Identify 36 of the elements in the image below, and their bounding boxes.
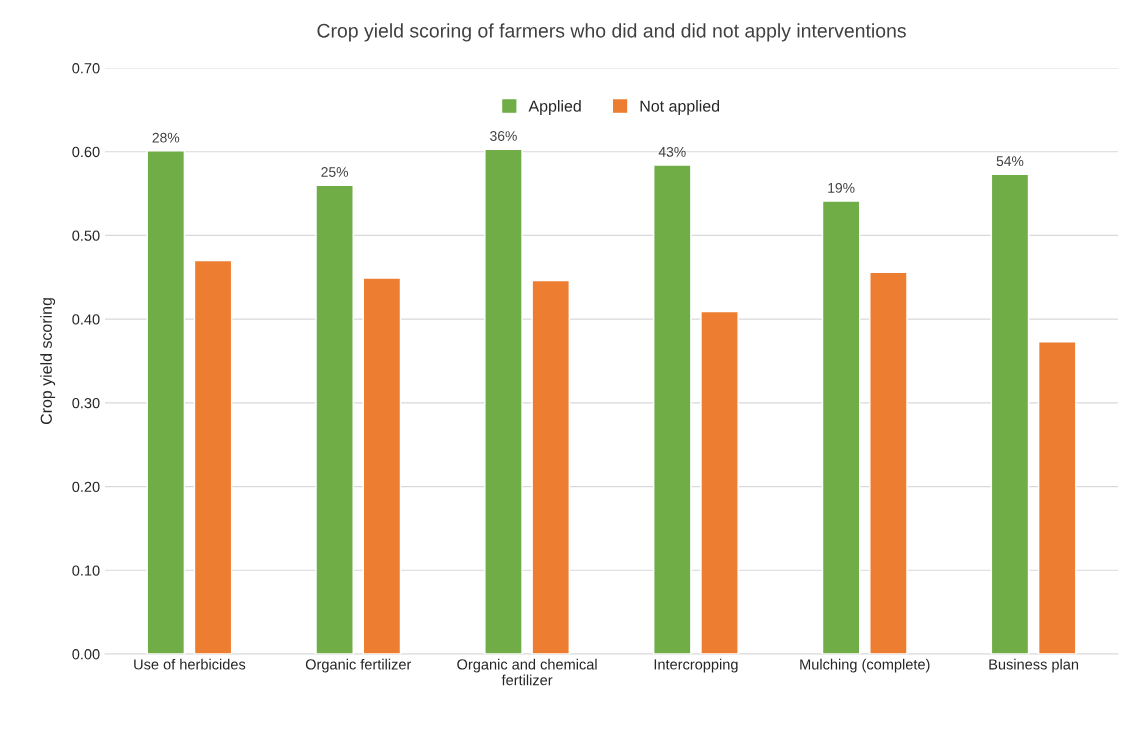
x-tick-label: Business plan <box>989 658 1079 673</box>
bar <box>821 200 861 654</box>
bar <box>193 259 233 654</box>
x-tick-label: Mulching (complete) <box>800 658 930 673</box>
y-tick-label: 0.40 <box>72 314 100 325</box>
y-tick-label: 0.70 <box>72 63 100 74</box>
y-tick-label: 0.20 <box>72 481 100 492</box>
bar <box>484 148 523 654</box>
y-axis-title: Crop yield scoring <box>40 298 56 425</box>
y-tick-label: 0.10 <box>72 565 100 576</box>
bar <box>362 277 402 654</box>
x-tick-label: Organic fertilizer <box>305 658 412 673</box>
annotation: 54% <box>996 156 1024 167</box>
bar <box>531 279 570 654</box>
bar <box>315 184 354 654</box>
annotation: 43% <box>658 146 686 157</box>
bar <box>653 164 692 654</box>
bar <box>1037 341 1077 654</box>
bar <box>990 173 1030 654</box>
annotation: 25% <box>321 167 349 177</box>
annotation: 36% <box>490 131 517 141</box>
x-tick-label: Organic and chemical fertilizer <box>457 658 597 686</box>
bar <box>700 310 739 654</box>
chart-title: Crop yield scoring of farmers who did and did not apply interventions <box>317 23 906 42</box>
y-tick-label: 0.00 <box>72 649 100 660</box>
y-tick-label: 0.30 <box>72 397 100 409</box>
bar <box>146 150 186 654</box>
y-tick-label: 0.50 <box>72 230 100 241</box>
annotation: 19% <box>828 182 855 193</box>
bar <box>869 271 908 654</box>
y-tick-label: 0.60 <box>72 146 100 158</box>
annotation: 28% <box>152 132 180 143</box>
legend-label: Applied <box>528 100 581 115</box>
x-tick-label: Use of herbicides <box>134 658 246 670</box>
x-tick-label: Intercropping <box>654 658 738 673</box>
legend-label: Not applied <box>640 100 720 115</box>
